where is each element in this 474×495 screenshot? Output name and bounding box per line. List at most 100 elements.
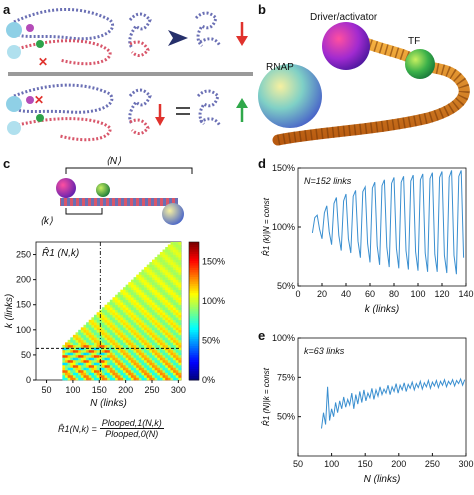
heatmap-cell: [175, 267, 179, 270]
heatmap-cell: [88, 319, 92, 323]
heatmap-cell: [159, 342, 163, 346]
heatmap-cell: [123, 334, 126, 338]
colorbar-swatch: [189, 329, 199, 333]
heatmap-cell: [165, 334, 169, 338]
heatmap-cell: [175, 362, 179, 366]
heatmap-cell: [104, 354, 108, 358]
heatmap-cell: [167, 322, 171, 326]
heatmap-cell: [175, 352, 179, 356]
heatmap-cell: [152, 374, 155, 378]
heatmap-cell: [136, 307, 140, 311]
heatmap-cell: [138, 347, 142, 351]
heatmap-cell: [125, 357, 129, 361]
heatmap-cell: [96, 367, 100, 371]
heatmap-cell: [173, 364, 177, 368]
heatmap-cell: [170, 339, 174, 343]
heatmap-cell: [173, 304, 177, 308]
heatmap-cell: [67, 349, 71, 353]
heatmap-cell: [167, 264, 171, 268]
heatmap-cell: [167, 277, 171, 280]
heatmap-cell: [138, 314, 142, 318]
heatmap-cell: [178, 324, 182, 328]
heatmap-cell: [120, 314, 124, 318]
heatmap-cell: [175, 242, 179, 245]
heatmap-cell: [144, 334, 148, 338]
heatmap-cell: [130, 362, 134, 366]
heatmap-cell: [178, 254, 182, 258]
heatmap-cell: [159, 362, 163, 366]
heatmap-cell: [175, 279, 179, 283]
heatmap-cell: [83, 337, 87, 341]
heatmap-cell: [94, 334, 97, 338]
heatmap-cell: [178, 357, 182, 361]
heatmap-cell: [167, 282, 171, 285]
heatmap-cell: [167, 289, 171, 293]
heatmap-cell: [159, 334, 163, 338]
heatmap-cell: [67, 367, 71, 371]
heatmap-cell: [157, 267, 161, 270]
heatmap-cell: [130, 309, 134, 313]
heatmap-cell: [162, 292, 166, 295]
heatmap-cell: [78, 352, 82, 356]
heatmap-cell: [136, 277, 140, 280]
heatmap-cell: [173, 329, 177, 333]
heatmap-cell: [88, 339, 92, 343]
heatmap-cell: [120, 327, 124, 331]
heatmap-cell: [141, 297, 145, 301]
heatmap-cell: [75, 339, 79, 343]
heatmap-cell: [112, 307, 116, 311]
heatmap-cell: [104, 374, 108, 378]
heatmap-cell: [128, 297, 132, 301]
heatmap-cell: [136, 279, 140, 283]
heatmap-cell: [165, 294, 169, 298]
panel-label-b: b: [258, 2, 266, 17]
heatmap-cell: [107, 367, 111, 371]
colorbar-swatch: [189, 317, 199, 321]
heatmap-cell: [152, 332, 155, 336]
heatmap-cell: [112, 314, 116, 318]
heatmap-cell: [144, 367, 148, 371]
heatmap-cell: [157, 264, 161, 268]
heatmap-cell: [178, 252, 182, 255]
heatmap-cell: [159, 299, 163, 303]
heatmap-cell: [165, 282, 169, 285]
heatmap-cell: [70, 372, 74, 376]
heatmap-cell: [96, 357, 100, 361]
heatmap-cell: [152, 334, 155, 338]
heatmap-cell: [101, 372, 105, 376]
heatmap-cell: [144, 319, 148, 323]
colorbar-swatch: [189, 244, 199, 248]
heatmap-cell: [173, 327, 177, 331]
heatmap-cell: [65, 357, 68, 361]
heatmap-cell: [173, 244, 177, 248]
heatmap-cell: [144, 352, 148, 356]
heatmap-cell: [167, 314, 171, 318]
heatmap-cell: [141, 377, 145, 381]
heatmap-cell: [152, 312, 155, 316]
heatmap-cell: [117, 309, 121, 313]
heatmap-cell: [152, 267, 155, 270]
heatmap-cell: [101, 324, 105, 328]
heatmap-cell: [133, 294, 137, 298]
heatmap-cell: [128, 284, 132, 288]
heatmap-cell: [88, 347, 92, 351]
heatmap-cell: [170, 247, 174, 250]
heatmap-cell: [125, 372, 129, 376]
heatmap-cell: [167, 354, 171, 358]
heatmap-cell: [91, 327, 95, 331]
heatmap-cell: [157, 282, 161, 285]
heatmap-cell: [133, 374, 137, 378]
heatmap-cell: [152, 264, 155, 268]
heatmap-cell: [78, 364, 82, 368]
heatmap-cell: [141, 319, 145, 323]
heatmap-cell: [96, 349, 100, 353]
heatmap-cell: [159, 277, 163, 280]
heatmap-cell: [138, 287, 142, 290]
heatmap-cell: [162, 297, 166, 301]
heatmap-cell: [146, 294, 150, 298]
heatmap-cell: [178, 292, 182, 295]
heatmap-cell: [133, 357, 137, 361]
heatmap-cell: [149, 267, 153, 270]
colorbar-swatch: [189, 274, 199, 277]
heatmap-cell: [170, 272, 174, 275]
